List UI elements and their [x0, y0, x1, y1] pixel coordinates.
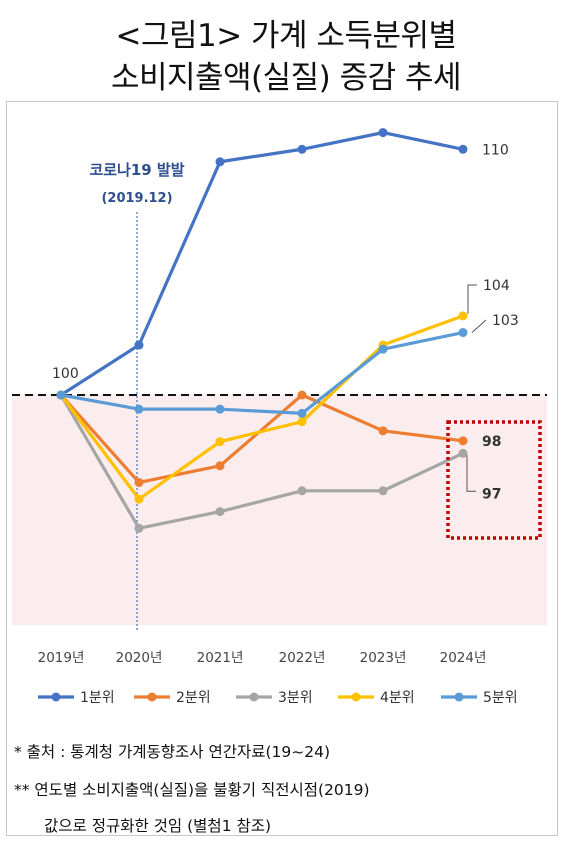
series-point-4-3 [215, 437, 225, 447]
series-line-5 [60, 330, 464, 415]
series-point-2-6 [458, 436, 468, 446]
legend-label-1: 1분위 [80, 690, 115, 706]
legend-label-3: 3분위 [278, 690, 313, 706]
series-point-4-2 [134, 494, 144, 504]
series-point-3-5 [378, 486, 388, 496]
method-note: ** 연도별 소비지출액(실질)을 불황기 직전시점(2019) [14, 781, 370, 799]
series-point-2-4 [297, 390, 307, 400]
method-note-cont: 값으로 정규화한 것임 (별첨1 참조) [44, 817, 272, 835]
series-point-5-4 [297, 408, 307, 418]
series-point-1-6 [458, 144, 468, 154]
series-point-1-5 [378, 128, 388, 138]
x-tick-label-6: 2024년 [440, 650, 487, 666]
series-point-3-2 [134, 523, 144, 533]
chart-title-line2: 소비지출액(실질) 증감 추세 [110, 60, 462, 96]
end-label-2: 98 [482, 434, 501, 450]
end-label-1: 110 [482, 142, 509, 158]
x-tick-label-3: 2021년 [197, 650, 244, 666]
legend-label-5: 5분위 [483, 690, 518, 706]
series-line-1 [60, 131, 464, 397]
end-label-4: 104 [483, 278, 510, 294]
series-point-4-6 [458, 311, 468, 321]
series-point-2-3 [215, 461, 225, 471]
x-tick-label-5: 2023년 [360, 650, 407, 666]
series-point-2-2 [134, 477, 144, 487]
series-point-1-4 [297, 144, 307, 154]
legend-label-4: 4분위 [380, 690, 415, 706]
series-point-5-1 [56, 390, 66, 400]
end-label-5: 103 [492, 313, 519, 329]
below-baseline-shade [12, 395, 547, 625]
legend-marker-3 [249, 692, 259, 702]
x-tick-label-4: 2022년 [279, 650, 326, 666]
series-point-5-3 [215, 404, 225, 414]
covid-annotation-date: (2019.12) [101, 191, 172, 206]
end-label-leader-4 [467, 284, 477, 314]
chart-title-line1: <그림1> 가계 소득분위별 [115, 18, 457, 54]
legend-label-2: 2분위 [176, 690, 211, 706]
end-label-leader-5 [471, 319, 487, 333]
chart-frame [6, 101, 558, 836]
series-point-4-4 [297, 417, 307, 427]
x-tick-label-2: 2020년 [116, 650, 163, 666]
legend-marker-5 [454, 692, 464, 702]
end-label-leader-3 [466, 455, 476, 492]
legend-marker-4 [351, 692, 361, 702]
series-point-5-2 [134, 404, 144, 414]
end-label-3: 97 [482, 486, 501, 502]
series-point-5-5 [378, 344, 388, 354]
series-point-3-4 [297, 486, 307, 496]
x-tick-label-1: 2019년 [38, 650, 85, 666]
covid-annotation: 코로나19 발발 [89, 161, 184, 179]
series-point-5-6 [458, 328, 468, 338]
series-point-3-6 [458, 448, 468, 458]
series-line-3 [59, 394, 464, 530]
baseline-value-label: 100 [52, 366, 79, 382]
series-point-1-2 [134, 340, 144, 350]
legend-marker-1 [51, 692, 61, 702]
highlight-box [446, 420, 542, 540]
series-point-3-3 [215, 507, 225, 517]
legend-marker-2 [147, 692, 157, 702]
series-line-4 [59, 314, 464, 501]
series-point-2-5 [378, 426, 388, 436]
source-note: * 출처 : 통계청 가계동향조사 연간자료(19~24) [14, 743, 331, 761]
series-point-1-3 [215, 157, 225, 167]
